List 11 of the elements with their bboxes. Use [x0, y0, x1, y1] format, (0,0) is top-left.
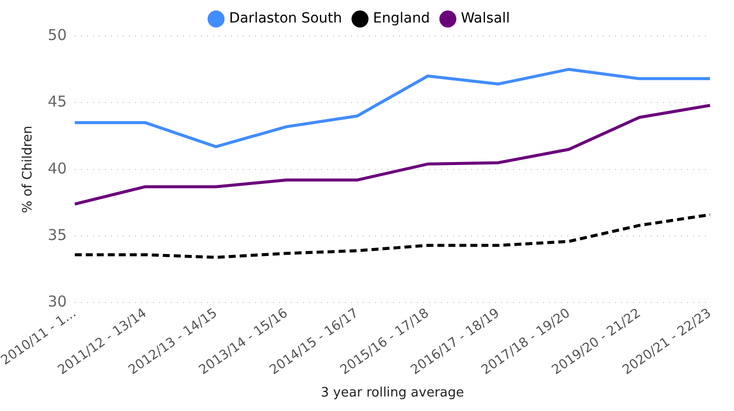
y-axis-title: % of Children [20, 126, 36, 213]
y-tick-label: 40 [48, 159, 67, 178]
y-tick-label: 50 [48, 26, 67, 44]
legend-label: Darlaston South [229, 10, 342, 27]
y-tick-label: 45 [48, 92, 67, 111]
legend-label: England [373, 10, 430, 27]
y-tick-label: 35 [48, 226, 67, 244]
legend-label: Walsall [460, 10, 510, 27]
line-series [73, 213, 712, 259]
x-axis-title: 3 year rolling average [320, 386, 464, 401]
y-tick-label: 30 [48, 292, 67, 311]
